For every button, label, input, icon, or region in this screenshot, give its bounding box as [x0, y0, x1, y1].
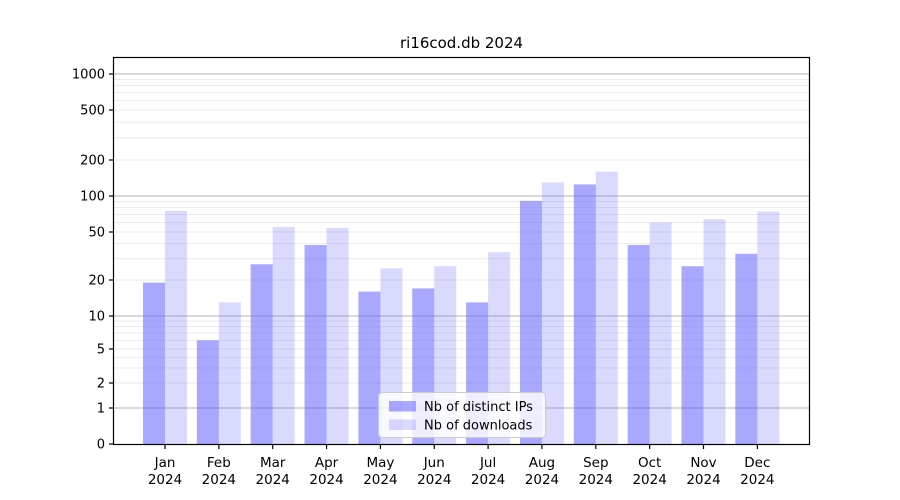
x-tick-label-year: 2024 — [632, 472, 666, 488]
x-tick-label-year: 2024 — [740, 472, 774, 488]
bar-distinct-ips — [573, 184, 596, 444]
y-tick-label: 5 — [97, 343, 105, 358]
bar-distinct-ips — [250, 264, 273, 444]
x-tick-label-month: Mar — [260, 455, 286, 471]
x-tick-label-month: May — [366, 455, 394, 471]
bar-distinct-ips — [304, 245, 327, 444]
bar-downloads — [541, 182, 564, 444]
legend-box — [378, 392, 546, 438]
legend-label-distinct-ips: Nb of distinct IPs — [424, 400, 533, 415]
x-tick-label-month: Oct — [638, 455, 661, 471]
x-tick-label-month: Feb — [207, 455, 231, 471]
x-tick-label-month: Jun — [423, 455, 445, 471]
x-tick-label-year: 2024 — [579, 472, 613, 488]
y-tick-label: 100 — [80, 190, 105, 205]
y-tick-label: 0 — [97, 438, 105, 453]
bar-downloads — [165, 210, 187, 444]
x-tick-label-year: 2024 — [202, 472, 236, 488]
bar-distinct-ips — [735, 253, 758, 444]
x-tick-label-year: 2024 — [363, 472, 397, 488]
legend-swatch-downloads — [389, 419, 416, 430]
y-tick-label: 20 — [88, 274, 105, 289]
x-tick-label-year: 2024 — [148, 472, 182, 488]
bar-downloads — [326, 228, 349, 444]
bar-distinct-ips — [358, 291, 381, 444]
x-tick-label-month: Jan — [154, 455, 176, 471]
bar-distinct-ips — [681, 266, 704, 444]
chart-title: ri16cod.db 2024 — [399, 34, 524, 52]
y-tick-label: 200 — [80, 154, 105, 169]
x-tick-label-month: Dec — [744, 455, 770, 471]
bar-downloads — [218, 302, 241, 444]
x-tick-label-month: Jul — [479, 455, 496, 471]
x-tick-label-year: 2024 — [309, 472, 343, 488]
y-tick-label: 1 — [97, 402, 105, 417]
y-tick-label: 2 — [97, 377, 105, 392]
x-tick-label-year: 2024 — [471, 472, 505, 488]
bar-downloads — [595, 171, 618, 444]
x-tick-label-month: Aug — [529, 455, 555, 471]
bar-distinct-ips — [627, 245, 650, 444]
bar-distinct-ips — [519, 200, 542, 444]
bar-distinct-ips — [196, 340, 219, 444]
y-tick-label: 1000 — [72, 68, 105, 83]
x-tick-label-year: 2024 — [525, 472, 559, 488]
y-tick-label: 10 — [88, 310, 105, 325]
bar-distinct-ips — [143, 282, 165, 444]
x-tick-label-month: Nov — [690, 455, 716, 471]
legend-label-downloads: Nb of downloads — [424, 419, 533, 434]
x-tick-label-month: Sep — [583, 455, 608, 471]
bar-downloads — [703, 219, 726, 444]
x-tick-label-year: 2024 — [417, 472, 451, 488]
legend-swatch-distinct-ips — [389, 401, 416, 412]
x-tick-label-month: Apr — [315, 455, 339, 471]
axes-box — [112, 56, 811, 446]
y-tick-label: 500 — [80, 104, 105, 119]
bar-downloads — [649, 222, 672, 444]
x-tick-label-year: 2024 — [256, 472, 290, 488]
y-tick-label: 50 — [88, 226, 105, 241]
bar-downloads — [272, 227, 295, 444]
bar-downloads — [757, 211, 780, 444]
x-tick-label-year: 2024 — [686, 472, 720, 488]
